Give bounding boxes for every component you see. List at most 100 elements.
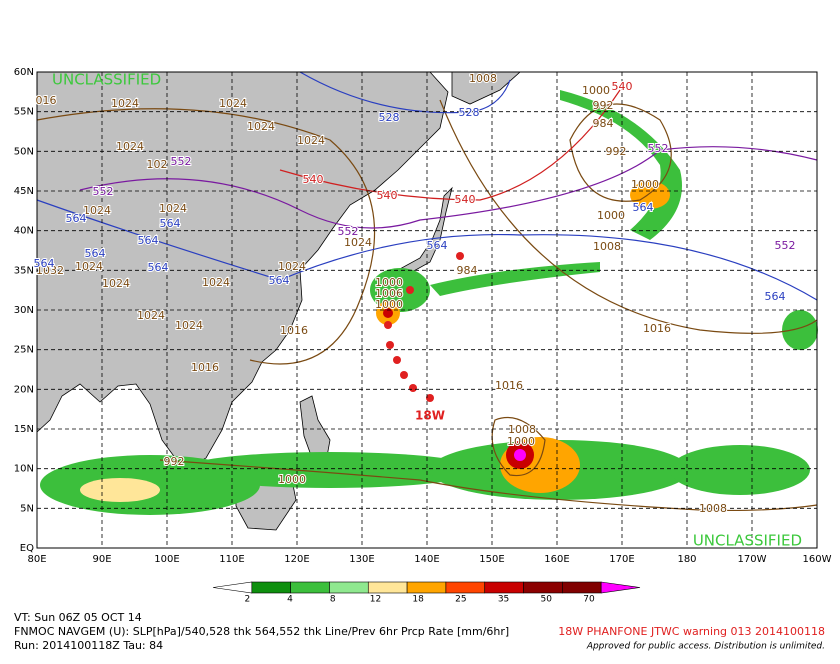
contour-label: 1000 xyxy=(375,298,403,311)
contour-label: 564 xyxy=(765,290,786,303)
contour-label: 1024 xyxy=(247,120,275,133)
contour-label: 992 xyxy=(606,145,627,158)
lat-label: 55N xyxy=(14,107,34,118)
contour-label: 1000 xyxy=(507,435,535,448)
contour-label: 1024 xyxy=(116,140,144,153)
contour-label: 984 xyxy=(593,117,614,130)
colorbar-swatch xyxy=(523,581,563,594)
contour-label: 1024 xyxy=(219,97,247,110)
lon-label: 120E xyxy=(284,554,309,565)
contour-label: 1000 xyxy=(582,84,610,97)
contour-label: 1024 xyxy=(297,134,325,147)
contour-label: 1024 xyxy=(175,319,203,332)
contour-label: 1000 xyxy=(375,276,403,289)
contour-label: 1008 xyxy=(508,423,536,436)
contour-label: 1024 xyxy=(159,202,187,215)
lon-label: 110E xyxy=(219,554,244,565)
colorbar-label: 70 xyxy=(583,595,595,605)
contour-label: 984 xyxy=(457,264,478,277)
contour-label: 016 xyxy=(36,94,57,107)
contour-label: 1008 xyxy=(469,72,497,85)
footer: VT: Sun 06Z 05 OCT 14 FNMOC NAVGEM (U): … xyxy=(14,611,825,652)
lat-label: 35N xyxy=(14,265,34,276)
lat-label: 20N xyxy=(14,384,34,395)
description: FNMOC NAVGEM (U): SLP[hPa]/540,528 thk 5… xyxy=(14,625,509,638)
colorbar-label: 12 xyxy=(370,595,381,605)
lon-label: 170W xyxy=(738,554,767,565)
contour-label: 1016 xyxy=(280,324,308,337)
lon-label: 140E xyxy=(414,554,439,565)
contour-label: 564 xyxy=(160,217,181,230)
lat-label: 30N xyxy=(14,305,34,316)
contour-label: 1024 xyxy=(102,277,130,290)
colorbar-swatch xyxy=(290,581,330,594)
lat-label: 15N xyxy=(14,424,34,435)
contour-label: 540 xyxy=(455,193,476,206)
contour-label: 564 xyxy=(269,274,290,287)
lat-label: EQ xyxy=(20,543,34,554)
contour-label: 1008 xyxy=(593,240,621,253)
lon-label: 180 xyxy=(677,554,696,565)
contour-label: 1000 xyxy=(278,473,306,486)
contour-label: 540 xyxy=(612,80,633,93)
lat-label: 5N xyxy=(20,503,34,514)
lon-label: 90E xyxy=(92,554,111,565)
lon-label: 160E xyxy=(544,554,569,565)
contour-label: 102 xyxy=(147,158,168,171)
colorbar-swatch xyxy=(251,581,291,594)
colorbar-arrow xyxy=(212,581,253,594)
contour-label: 552 xyxy=(648,142,669,155)
storm-label: 18W xyxy=(415,409,445,423)
contour-label: 564 xyxy=(427,239,448,252)
contour-label: 552 xyxy=(338,225,359,238)
watermark: UNCLASSIFIED xyxy=(693,532,802,550)
contour-label: 540 xyxy=(303,173,324,186)
contour-label: 1032 xyxy=(36,264,64,277)
colorbar-label: 8 xyxy=(330,595,336,605)
valid-time: VT: Sun 06Z 05 OCT 14 xyxy=(14,611,142,624)
lon-label: 170E xyxy=(609,554,634,565)
contour-label: 1016 xyxy=(643,322,671,335)
colorbar-label: 4 xyxy=(287,595,293,605)
lon-label: 130E xyxy=(349,554,374,565)
map-frame xyxy=(36,71,818,549)
colorbar-swatch xyxy=(445,581,486,594)
contour-label: 1008 xyxy=(699,502,727,515)
contour-label: 992 xyxy=(593,99,614,112)
lon-label: 150E xyxy=(479,554,504,565)
watermark: UNCLASSIFIED xyxy=(52,71,161,89)
land-asia xyxy=(36,71,449,471)
colorbar-label: 50 xyxy=(541,595,553,605)
contour-label: 528 xyxy=(379,111,400,124)
colorbar-arrow xyxy=(600,581,641,594)
contour-label: 552 xyxy=(93,185,114,198)
contour-label: 564 xyxy=(138,234,159,247)
run-info: Run: 2014100118Z Tau: 84 xyxy=(14,639,163,652)
lon-label: 160W xyxy=(803,554,832,565)
colorbar-label: 25 xyxy=(455,595,466,605)
contour-label: 552 xyxy=(775,239,796,252)
contour-label: 552 xyxy=(171,155,192,168)
colorbar-swatch xyxy=(329,581,369,594)
lat-label: 45N xyxy=(14,186,34,197)
contour-label: 1024 xyxy=(111,97,139,110)
map-labels: 60N 55N 50N 45N 40N 35N 30N 25N 20N 15N 10N 5N EQ80E… xyxy=(14,67,832,565)
land-philippines xyxy=(299,395,331,463)
contour-label: 528 xyxy=(459,106,480,119)
notice: Approved for public access. Distribution… xyxy=(586,642,825,652)
warning: 18W PHANFONE JTWC warning 013 2014100118 xyxy=(558,625,825,638)
contour-label: 1000 xyxy=(631,178,659,191)
contour-label: 564 xyxy=(66,212,87,225)
contour-label: 1024 xyxy=(344,236,372,249)
colorbar-label: 35 xyxy=(498,595,509,605)
graticule xyxy=(37,72,817,548)
contour-label: 1016 xyxy=(495,379,523,392)
contour-label: 1024 xyxy=(83,204,111,217)
contour-label: 564 xyxy=(34,257,55,270)
lat-label: 60N xyxy=(14,67,34,78)
colorbar-label: 18 xyxy=(412,595,424,605)
precipitation xyxy=(40,90,818,515)
colorbar-swatch xyxy=(406,581,447,594)
storm-track xyxy=(384,252,464,402)
